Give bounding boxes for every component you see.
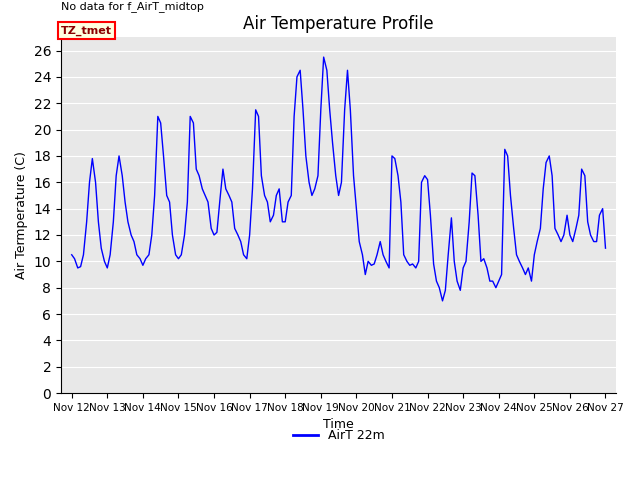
Text: TZ_tmet: TZ_tmet: [61, 26, 112, 36]
Text: No data for f_AirT_midtop: No data for f_AirT_midtop: [61, 1, 204, 12]
Title: Air Temperature Profile: Air Temperature Profile: [243, 15, 434, 33]
Legend: AirT 22m: AirT 22m: [288, 424, 390, 447]
X-axis label: Time: Time: [323, 419, 354, 432]
Y-axis label: Air Termperature (C): Air Termperature (C): [15, 151, 28, 279]
